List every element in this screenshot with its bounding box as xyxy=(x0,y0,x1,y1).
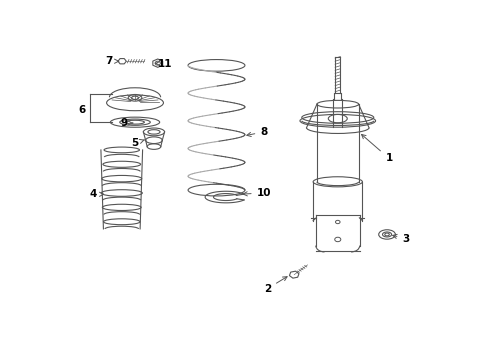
Text: 11: 11 xyxy=(155,59,172,69)
Text: 7: 7 xyxy=(104,56,119,66)
Text: 2: 2 xyxy=(264,277,286,293)
Text: 8: 8 xyxy=(246,127,267,137)
Text: 5: 5 xyxy=(131,138,144,148)
Text: 1: 1 xyxy=(361,134,392,163)
Text: 6: 6 xyxy=(78,105,85,115)
Text: 9: 9 xyxy=(120,118,133,128)
Text: 3: 3 xyxy=(392,234,409,244)
Text: 10: 10 xyxy=(243,188,270,198)
Text: 4: 4 xyxy=(89,189,103,199)
